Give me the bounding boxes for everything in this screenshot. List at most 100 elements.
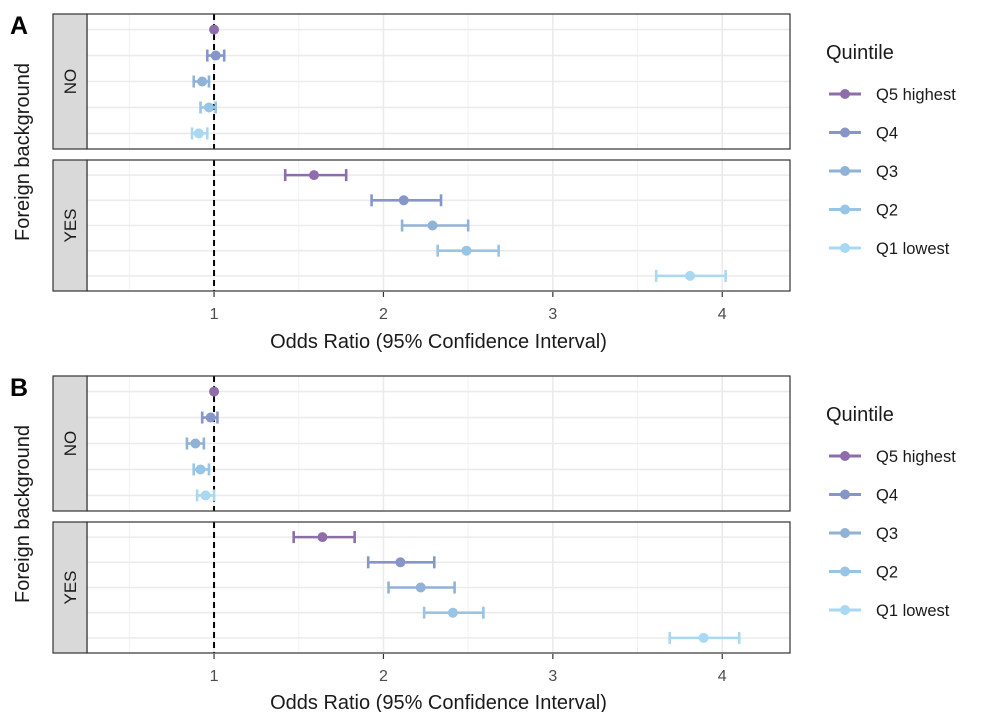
point-estimate <box>447 607 458 618</box>
point-estimate <box>209 24 220 35</box>
legend: Quintile Q5 highest Q4 Q3 Q2 Q1 lowest <box>826 404 956 620</box>
legend-key-point <box>840 566 850 577</box>
x-tick-label: 3 <box>548 306 557 323</box>
x-tick-label: 4 <box>718 668 727 685</box>
facet-strip-label: YES <box>61 570 80 604</box>
legend-label: Q5 highest <box>876 448 956 466</box>
point-estimate <box>685 270 696 281</box>
legend-key-point <box>840 89 850 99</box>
estimate-q1-lowest <box>195 489 216 502</box>
facet-strip <box>52 159 88 292</box>
estimate-q3 <box>185 437 206 450</box>
estimate-q2 <box>199 101 218 114</box>
legend-key-point <box>840 489 850 500</box>
facet-no: NO <box>52 375 791 512</box>
x-axis-label: Odds Ratio (95% Confidence Interval) <box>270 331 607 353</box>
estimate-q3 <box>387 581 456 594</box>
estimate-q5-highest <box>283 169 348 182</box>
legend-item: Q4 <box>829 487 898 505</box>
point-estimate <box>415 582 426 593</box>
point-estimate <box>698 632 709 643</box>
estimate-q2 <box>436 244 500 257</box>
panel-tag: A <box>10 12 28 40</box>
estimate-q4 <box>205 49 226 62</box>
legend-item: Q1 lowest <box>829 240 950 258</box>
facet-yes: YES <box>52 521 791 654</box>
panel-a: A Foreign background NO YES 1 2 3 4 Odds Ratio (… <box>10 12 956 353</box>
legend-item: Q3 <box>829 525 898 543</box>
estimate-q2 <box>422 606 485 619</box>
legend-label: Q2 <box>876 564 898 582</box>
facet-strip-label: NO <box>61 431 80 457</box>
legend-key-point <box>840 204 850 215</box>
x-tick-label: 1 <box>210 668 219 685</box>
facet-yes: YES <box>52 159 791 292</box>
legend-label: Q4 <box>876 487 898 505</box>
x-axis-label: Odds Ratio (95% Confidence Interval) <box>270 692 607 712</box>
legend-label: Q1 lowest <box>876 602 950 620</box>
facet-no: NO <box>52 13 791 150</box>
estimate-q4 <box>366 556 436 569</box>
legend-key-point <box>840 127 850 138</box>
panel-tag: B <box>10 374 28 402</box>
point-estimate <box>203 102 214 113</box>
estimate-q3 <box>400 219 470 232</box>
legend-item: Q2 <box>829 202 898 220</box>
point-estimate <box>317 532 328 543</box>
estimate-q1-lowest <box>190 127 209 140</box>
legend-label: Q2 <box>876 202 898 220</box>
legend-key-point <box>840 166 850 176</box>
legend-label: Q5 highest <box>876 86 956 104</box>
legend-title: Quintile <box>826 404 894 426</box>
facet-strip <box>52 13 88 150</box>
legend-key-point <box>840 605 850 615</box>
legend-item: Q2 <box>829 564 898 582</box>
legend-key-point <box>840 528 850 538</box>
legend-item: Q3 <box>829 163 898 181</box>
panel-b: B Foreign background NO YES 1 2 3 4 Odds Ratio (… <box>10 374 956 712</box>
estimate-q1-lowest <box>668 631 741 644</box>
x-tick-label: 4 <box>718 306 727 323</box>
estimate-q1-lowest <box>654 269 727 282</box>
x-tick-label: 2 <box>379 668 388 685</box>
legend-label: Q3 <box>876 525 898 543</box>
estimate-q5-highest <box>209 386 220 397</box>
point-estimate <box>461 245 472 256</box>
point-estimate <box>210 50 221 61</box>
legend-key-point <box>840 451 850 461</box>
legend: Quintile Q5 highest Q4 Q3 Q2 Q1 lowest <box>826 42 956 258</box>
estimate-q4 <box>370 194 443 207</box>
estimate-q2 <box>192 463 211 476</box>
point-estimate <box>209 386 220 397</box>
x-tick-label: 2 <box>379 306 388 323</box>
point-estimate <box>427 220 438 231</box>
point-estimate <box>395 557 406 568</box>
legend-item: Q1 lowest <box>829 602 950 620</box>
y-axis-label: Foreign background <box>12 425 34 603</box>
facet-strip-label: YES <box>61 208 80 242</box>
legend-label: Q1 lowest <box>876 240 950 258</box>
point-estimate <box>205 412 216 423</box>
legend-label: Q4 <box>876 125 898 143</box>
legend-item: Q5 highest <box>829 86 956 104</box>
estimate-q4 <box>200 411 219 424</box>
y-axis-label: Foreign background <box>12 63 34 241</box>
point-estimate <box>193 128 204 139</box>
point-estimate <box>190 438 201 449</box>
estimate-q5-highest <box>292 531 356 544</box>
x-tick-label: 1 <box>210 306 219 323</box>
point-estimate <box>398 195 409 206</box>
estimate-q5-highest <box>209 24 220 35</box>
facet-strip <box>52 521 88 654</box>
legend-item: Q5 highest <box>829 448 956 466</box>
legend-item: Q4 <box>829 125 898 143</box>
facet-strip <box>52 375 88 512</box>
x-tick-label: 3 <box>548 668 557 685</box>
point-estimate <box>197 76 208 87</box>
legend-title: Quintile <box>826 42 894 64</box>
point-estimate <box>200 490 211 501</box>
legend-key-point <box>840 243 850 253</box>
facet-strip-label: NO <box>61 69 80 95</box>
point-estimate <box>195 464 206 475</box>
